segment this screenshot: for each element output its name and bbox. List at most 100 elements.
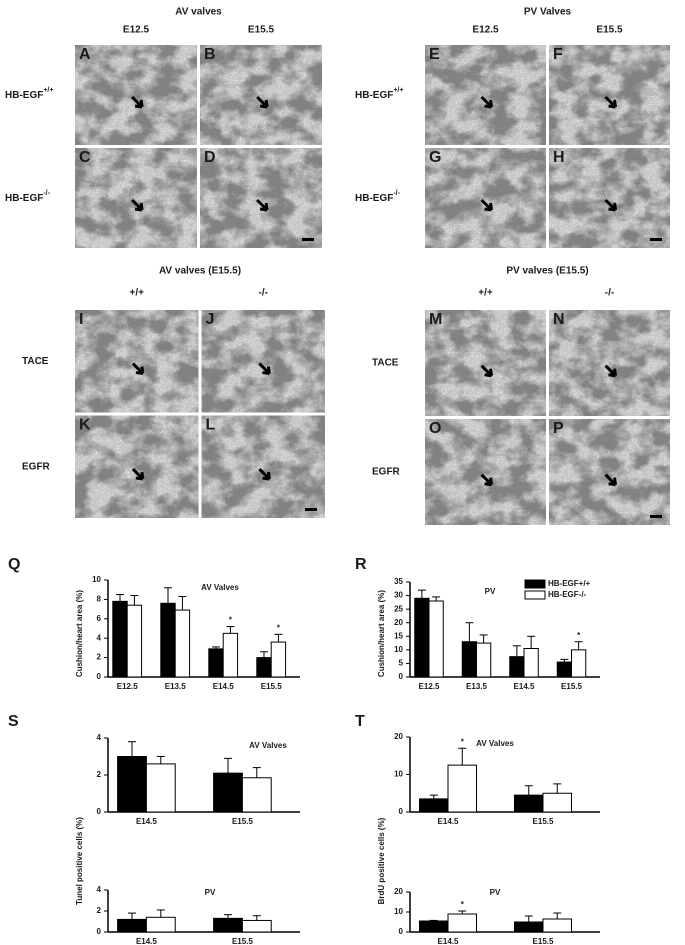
chart-title: PV xyxy=(205,888,216,897)
column-header: E12.5 xyxy=(123,25,150,36)
legend-label: HB-EGF+/+ xyxy=(548,579,591,588)
bar xyxy=(174,609,191,678)
legend-swatch xyxy=(524,579,546,589)
y-tick-label: 10 xyxy=(394,770,403,779)
panel-letter: R xyxy=(355,556,367,573)
column-header: -/- xyxy=(259,288,268,299)
bar xyxy=(145,916,176,933)
arrow xyxy=(480,95,494,109)
bar xyxy=(414,597,430,678)
arrow xyxy=(480,364,494,378)
chart-title: AV Valves xyxy=(249,741,287,750)
arrow xyxy=(604,364,618,378)
row-label-base: HB-EGF xyxy=(355,90,393,101)
y-tick-label: 25 xyxy=(394,604,403,613)
y-axis-label: BrdU positive cells (%) xyxy=(377,817,386,904)
scale-bar xyxy=(650,515,662,518)
micrograph-grain xyxy=(201,415,325,518)
chart-title: AV Valves xyxy=(476,739,514,748)
bar xyxy=(112,600,128,678)
y-tick-label: 0 xyxy=(97,927,102,936)
panel-letter: H xyxy=(553,149,565,166)
arrow xyxy=(480,198,494,212)
y-tick-label: 2 xyxy=(97,906,102,915)
x-tick-label: E12.5 xyxy=(419,682,440,691)
y-tick-label: 20 xyxy=(394,887,403,896)
y-tick-label: 6 xyxy=(97,614,102,623)
micrograph-grain xyxy=(425,45,546,145)
y-tick-label: 10 xyxy=(394,907,403,916)
bar xyxy=(241,777,272,813)
x-tick-label: E14.5 xyxy=(438,937,459,945)
panel-letter: M xyxy=(429,311,442,328)
bar xyxy=(126,604,143,678)
y-tick-label: 0 xyxy=(399,807,404,816)
panel-letter: T xyxy=(355,713,365,730)
x-tick-label: E15.5 xyxy=(232,817,253,826)
y-tick-label: 10 xyxy=(92,575,101,584)
micrograph-grain xyxy=(75,310,199,413)
x-tick-label: E14.5 xyxy=(213,682,234,691)
panel-letter: B xyxy=(204,46,216,63)
micrograph-grain xyxy=(75,415,199,518)
legend-label: HB-EGF-/- xyxy=(548,590,587,599)
y-tick-label: 10 xyxy=(394,645,403,654)
x-tick-label: E15.5 xyxy=(232,937,253,945)
x-tick-label: E15.5 xyxy=(533,817,554,826)
row-label: EGFR xyxy=(372,467,401,478)
panel-letter: A xyxy=(79,46,91,63)
bar xyxy=(256,657,272,678)
y-tick-label: 35 xyxy=(394,577,403,586)
row-label-sup: -/- xyxy=(393,190,400,197)
y-tick-label: 4 xyxy=(97,633,102,642)
panel-letter: N xyxy=(553,311,565,328)
y-tick-label: 4 xyxy=(97,885,102,894)
bar xyxy=(542,918,572,933)
group-title: AV valves (E15.5) xyxy=(159,266,241,277)
arrow xyxy=(258,362,271,376)
bar xyxy=(428,600,444,678)
column-header: E15.5 xyxy=(248,25,275,36)
bar xyxy=(419,798,449,813)
panel-letter: G xyxy=(429,149,441,166)
row-label-base: HB-EGF xyxy=(5,193,43,204)
x-tick-label: E13.5 xyxy=(466,682,487,691)
scale-bar xyxy=(305,508,317,511)
micrograph-grain xyxy=(549,45,670,145)
panel-letter: C xyxy=(79,149,91,166)
micrograph-grain xyxy=(75,45,197,145)
arrow xyxy=(604,95,618,109)
row-label: HB-EGF-/- xyxy=(5,190,51,204)
chart-title: PV xyxy=(485,587,496,596)
bar xyxy=(213,917,243,933)
panel-letter: E xyxy=(429,46,440,63)
bar xyxy=(270,641,287,678)
row-label-sup: +/+ xyxy=(43,87,53,94)
arrow xyxy=(131,95,144,109)
x-tick-label: E15.5 xyxy=(561,682,582,691)
chart-title: AV Valves xyxy=(201,583,239,592)
arrow xyxy=(256,95,269,109)
column-header: +/+ xyxy=(478,288,493,299)
micrograph-grain xyxy=(549,310,670,416)
panel-letter: Q xyxy=(8,556,20,573)
significance-mark: * xyxy=(277,623,281,632)
row-label: TACE xyxy=(372,358,399,369)
bar xyxy=(509,656,525,678)
bar xyxy=(447,913,477,933)
panel-letter: D xyxy=(204,149,216,166)
significance-mark: * xyxy=(577,631,581,640)
micrograph-grain xyxy=(200,45,322,145)
bar xyxy=(117,756,147,813)
y-tick-label: 0 xyxy=(399,672,404,681)
x-tick-label: E12.5 xyxy=(117,682,138,691)
micrograph-grain xyxy=(75,148,197,248)
arrow xyxy=(604,198,618,212)
scale-bar xyxy=(302,238,314,241)
y-tick-label: 30 xyxy=(394,591,403,600)
bar xyxy=(523,648,539,678)
row-label-sup: +/+ xyxy=(393,87,403,94)
arrow xyxy=(604,473,618,487)
y-tick-label: 8 xyxy=(97,595,102,604)
